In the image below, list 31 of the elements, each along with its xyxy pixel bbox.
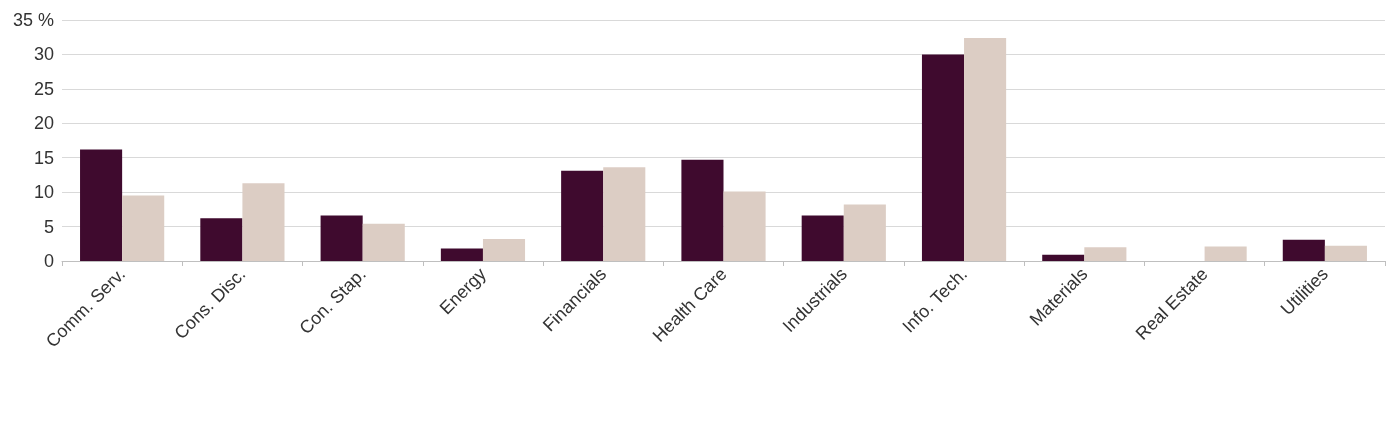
bar (200, 218, 243, 261)
bar (921, 54, 965, 261)
bar (1324, 245, 1367, 261)
bar (561, 170, 604, 261)
y-tick-label: 10 (33, 182, 54, 203)
bar (1282, 239, 1325, 261)
y-tick-label: 30 (33, 44, 54, 65)
bar (1084, 247, 1127, 261)
bar (723, 191, 766, 261)
y-tick-label: 15 (33, 147, 54, 168)
y-tick-label: 25 (33, 78, 54, 99)
bar (1204, 246, 1247, 261)
x-tick-label: Con. Stap. (295, 263, 370, 339)
y-tick-label: 5 (43, 216, 54, 237)
x-tick-label: Info. Tech. (898, 263, 972, 337)
bar (843, 204, 886, 261)
y-tick-label: 0 (43, 251, 54, 271)
bar (1042, 254, 1085, 261)
bar (964, 37, 1007, 261)
bar (603, 167, 646, 261)
bar (482, 238, 526, 261)
bar (320, 215, 363, 261)
y-tick-label: 35 % (12, 10, 54, 30)
bar (122, 195, 165, 261)
bar (801, 215, 844, 261)
bar (681, 159, 724, 261)
y-tick-label: 20 (33, 113, 54, 134)
bar (440, 248, 483, 261)
bar (80, 149, 123, 261)
bar (242, 183, 285, 261)
bar (362, 223, 405, 261)
